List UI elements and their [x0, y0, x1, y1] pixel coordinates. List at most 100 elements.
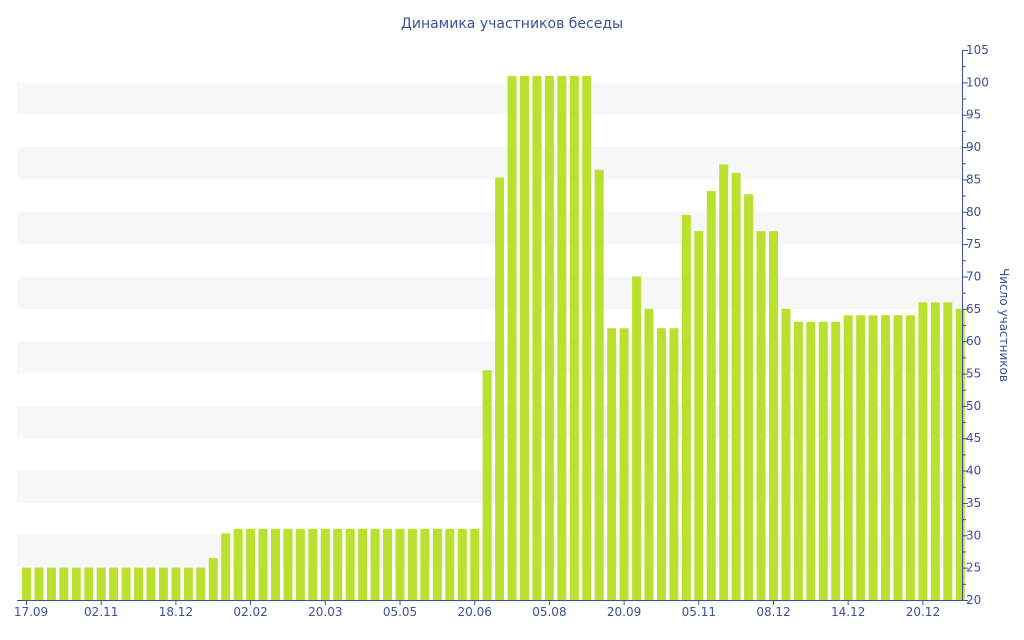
- y-tick-label: 100: [966, 75, 989, 89]
- bar: [594, 169, 604, 601]
- bar: [258, 528, 268, 600]
- bar: [420, 528, 430, 600]
- bar: [656, 328, 666, 600]
- bar: [544, 75, 554, 601]
- bar: [46, 567, 56, 600]
- bar: [383, 528, 393, 600]
- bar: [96, 567, 106, 600]
- x-tick-label: 14.12: [831, 605, 865, 619]
- bar: [470, 528, 480, 600]
- bar: [669, 328, 679, 600]
- bar: [246, 528, 256, 600]
- y-tick-label: 85: [966, 172, 981, 186]
- bar: [370, 528, 380, 600]
- grid-band: [17, 82, 962, 115]
- bar: [482, 370, 492, 600]
- bar: [744, 194, 754, 600]
- bar: [520, 75, 529, 601]
- x-tick-label: 08.12: [756, 605, 790, 619]
- bar: [495, 177, 505, 600]
- bar: [905, 315, 915, 600]
- bar: [134, 567, 144, 600]
- y-tick-label: 95: [966, 108, 981, 122]
- bar: [221, 533, 231, 600]
- bar: [507, 75, 517, 601]
- bar: [831, 321, 841, 600]
- bar: [856, 315, 866, 600]
- bar: [345, 528, 355, 600]
- bar: [781, 308, 791, 600]
- x-tick-label: 20.06: [458, 605, 492, 619]
- bar: [818, 321, 828, 600]
- bar: [171, 567, 181, 600]
- bar: [644, 308, 654, 600]
- bar: [694, 231, 704, 601]
- bar: [445, 528, 455, 600]
- bar: [358, 528, 368, 600]
- bar: [158, 567, 168, 600]
- bar: [271, 528, 280, 600]
- x-tick-label: 18.12: [159, 605, 193, 619]
- bar: [769, 231, 778, 601]
- bar: [719, 164, 729, 600]
- bar: [295, 528, 305, 600]
- bar: [881, 315, 891, 600]
- bar: [557, 75, 567, 601]
- y-tick-label: 40: [966, 464, 981, 478]
- bar: [955, 308, 965, 600]
- y-tick-label: 30: [966, 528, 981, 542]
- bar: [930, 302, 940, 600]
- x-tick-label: 05.11: [682, 605, 716, 619]
- grid-band: [17, 341, 962, 374]
- x-tick-label: 17.09: [14, 605, 48, 619]
- bar: [432, 528, 442, 600]
- x-tick-label: 20.12: [906, 605, 940, 619]
- x-tick-label: 02.02: [233, 605, 267, 619]
- y-tick-label: 65: [966, 302, 981, 316]
- y-tick-label: 45: [966, 431, 981, 445]
- bar: [183, 567, 193, 600]
- bar: [34, 567, 44, 600]
- bar: [843, 315, 853, 600]
- bar: [706, 191, 716, 600]
- y-axis-label: Число участников: [997, 268, 1011, 382]
- bar: [71, 567, 81, 600]
- bar: [632, 276, 642, 600]
- x-tick-label: 05.08: [532, 605, 566, 619]
- bar: [395, 528, 405, 600]
- bar: [918, 302, 928, 600]
- y-tick-label: 25: [966, 561, 981, 575]
- bar: [806, 321, 816, 600]
- y-tick-label: 55: [966, 367, 981, 381]
- bar: [407, 528, 417, 600]
- bar: [109, 567, 119, 600]
- y-tick-label: 70: [966, 269, 981, 283]
- y-tick-label: 105: [966, 43, 989, 57]
- bar: [457, 528, 467, 600]
- bar: [308, 528, 318, 600]
- grid-band: [17, 276, 962, 309]
- bar: [196, 567, 206, 600]
- bar: [233, 528, 243, 600]
- bar: [283, 528, 293, 600]
- y-ticks: 20 25 30 35 40 45 50 55 60 65 70 75 80 85 90 95 100 105: [962, 43, 989, 607]
- bar: [793, 321, 803, 600]
- x-tick-label: 20.09: [607, 605, 641, 619]
- bar: [333, 528, 343, 600]
- chart-title: Динамика участников беседы: [401, 16, 623, 32]
- bar: [146, 567, 156, 600]
- y-tick-label: 80: [966, 205, 981, 219]
- x-ticks: 17.09 02.11 18.12 02.02 20.03 05.05 20.06 05.08…: [14, 600, 940, 619]
- bar: [532, 75, 542, 601]
- bar: [22, 567, 31, 600]
- bar: [868, 315, 878, 600]
- bar: [320, 528, 330, 600]
- bar: [121, 567, 131, 600]
- bar: [619, 328, 629, 600]
- y-tick-label: 60: [966, 334, 981, 348]
- bar: [731, 172, 741, 601]
- y-tick-label: 75: [966, 237, 981, 251]
- x-tick-label: 05.05: [383, 605, 417, 619]
- bar: [569, 75, 579, 601]
